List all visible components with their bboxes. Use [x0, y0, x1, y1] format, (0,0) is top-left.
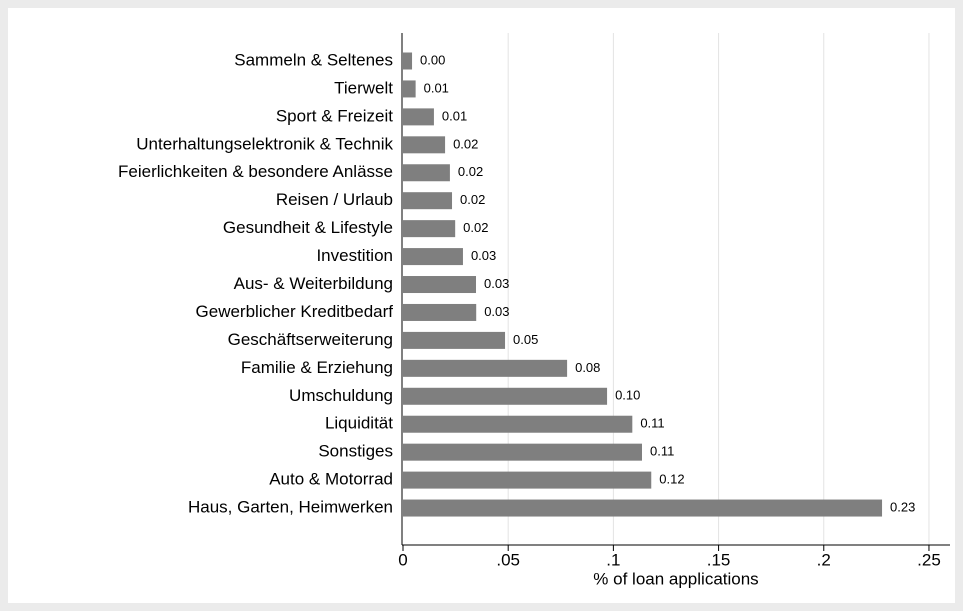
bar	[403, 387, 608, 405]
value-label: 0.05	[513, 332, 538, 347]
category-label: Geschäftserweiterung	[228, 330, 393, 349]
value-label: 0.03	[471, 248, 496, 263]
category-label: Investition	[316, 246, 393, 265]
category-label: Reisen / Urlaub	[276, 190, 393, 209]
bar	[403, 80, 416, 98]
category-label: Auto & Motorrad	[269, 470, 393, 489]
bar	[403, 471, 652, 489]
bar	[403, 303, 477, 321]
bar	[403, 276, 477, 294]
value-label: 0.02	[458, 164, 483, 179]
category-label: Aus- & Weiterbildung	[234, 274, 393, 293]
value-label: 0.02	[463, 220, 488, 235]
x-tick-label: .1	[606, 550, 620, 569]
value-label: 0.08	[575, 360, 600, 375]
value-label: 0.11	[640, 416, 664, 431]
x-tick-label: 0	[398, 550, 407, 569]
bar	[403, 136, 446, 154]
value-label: 0.10	[615, 388, 640, 403]
value-label: 0.01	[442, 108, 467, 123]
category-label: Haus, Garten, Heimwerken	[188, 498, 393, 517]
value-label: 0.01	[424, 80, 449, 95]
value-label: 0.00	[420, 52, 445, 67]
bar	[403, 220, 456, 238]
x-tick-label: .2	[817, 550, 831, 569]
x-tick-label: .05	[496, 550, 520, 569]
value-label: 0.23	[890, 499, 915, 514]
bar	[403, 164, 450, 182]
value-label: 0.02	[453, 136, 478, 151]
category-label: Umschuldung	[289, 386, 393, 405]
bar	[403, 192, 453, 210]
category-label: Tierwelt	[334, 78, 393, 97]
category-label: Familie & Erziehung	[241, 358, 393, 377]
bar	[403, 108, 434, 126]
bar	[403, 499, 883, 517]
category-label: Gesundheit & Lifestyle	[223, 218, 393, 237]
x-axis-title: % of loan applications	[593, 569, 758, 588]
category-label: Gewerblicher Kreditbedarf	[196, 302, 394, 321]
value-label: 0.03	[484, 304, 509, 319]
value-label: 0.02	[460, 192, 485, 207]
value-label: 0.03	[484, 276, 509, 291]
bar	[403, 52, 413, 70]
category-label: Sonstiges	[318, 442, 393, 461]
x-tick-label: .25	[917, 550, 941, 569]
category-label: Liquidität	[325, 414, 393, 433]
value-label: 0.11	[650, 444, 674, 459]
category-label: Sammeln & Seltenes	[234, 50, 393, 69]
bar	[403, 331, 506, 349]
bar	[403, 359, 568, 377]
category-label: Feierlichkeiten & besondere Anlässe	[118, 162, 393, 181]
bar	[403, 248, 463, 266]
bar	[403, 443, 642, 461]
category-label: Sport & Freizeit	[276, 106, 393, 125]
value-label: 0.12	[659, 472, 684, 487]
category-label: Unterhaltungselektronik & Technik	[136, 134, 393, 153]
bar	[403, 415, 633, 433]
x-tick-label: .15	[707, 550, 731, 569]
